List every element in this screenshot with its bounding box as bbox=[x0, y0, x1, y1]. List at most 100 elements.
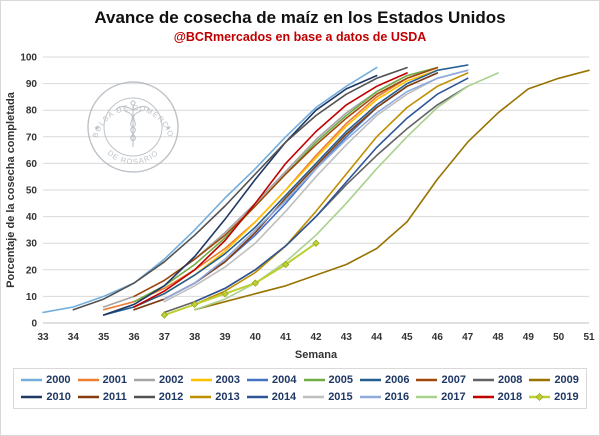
x-tick-label: 49 bbox=[523, 332, 535, 343]
x-axis-label: Semana bbox=[295, 349, 338, 361]
x-tick-label: 39 bbox=[219, 332, 231, 343]
legend-label-2002: 2002 bbox=[159, 374, 184, 386]
legend-label-2006: 2006 bbox=[384, 374, 410, 386]
legend-label-2019: 2019 bbox=[554, 391, 579, 403]
x-tick-label: 34 bbox=[68, 332, 80, 343]
legend-label-2009: 2009 bbox=[554, 374, 579, 386]
legend-swatch-2006 bbox=[359, 378, 381, 382]
legend-swatch-2004 bbox=[247, 378, 269, 382]
y-tick-label: 100 bbox=[20, 53, 37, 64]
legend-item-2009: 2009 bbox=[529, 373, 579, 387]
legend-swatch-2010 bbox=[21, 395, 43, 399]
grid-layer: 0 10 20 30 40 50 60 70 80 90 100 33 34 35 36 37 38 39 40 41… bbox=[20, 53, 595, 344]
legend-item-2006: 2006 bbox=[359, 373, 410, 387]
x-tick-label: 47 bbox=[462, 332, 474, 343]
legend-item-2004: 2004 bbox=[247, 373, 297, 387]
x-tick-label: 36 bbox=[128, 332, 140, 343]
y-tick-label: 20 bbox=[26, 265, 38, 276]
series-line-2014 bbox=[193, 77, 469, 303]
legend-item-2008: 2008 bbox=[472, 373, 523, 387]
legend-item-2017: 2017 bbox=[416, 390, 466, 404]
legend-swatch-2000 bbox=[21, 378, 43, 382]
series-line-2019 bbox=[163, 242, 317, 316]
y-tick-label: 80 bbox=[26, 106, 38, 117]
legend-label-2013: 2013 bbox=[215, 391, 240, 403]
legend-item-2003: 2003 bbox=[190, 373, 241, 387]
legend-marker-2019 bbox=[535, 393, 544, 401]
x-tick-label: 40 bbox=[250, 332, 262, 343]
legend-item-2019: 2019 bbox=[529, 390, 579, 404]
watermark-stamp: BOLSA DE COMERCIO DE ROSARIO ★ ★ bbox=[87, 81, 179, 173]
legend-swatch-2017 bbox=[416, 395, 438, 399]
x-tick-label: 46 bbox=[432, 332, 444, 343]
x-tick-label: 37 bbox=[159, 332, 171, 343]
plot-container: Porcentaje de la cosecha completada 0 10 2… bbox=[1, 47, 599, 363]
series-marker-2019 bbox=[282, 260, 290, 269]
series-marker-2019 bbox=[191, 300, 199, 309]
legend-swatch-2016 bbox=[359, 395, 381, 399]
legend-label-2012: 2012 bbox=[158, 391, 184, 403]
y-axis-label: Porcentaje de la cosecha completada bbox=[5, 92, 17, 288]
x-tick-label: 33 bbox=[37, 332, 49, 343]
legend-label-2015: 2015 bbox=[328, 391, 353, 403]
x-tick-label: 50 bbox=[553, 332, 565, 343]
legend-swatch-2013 bbox=[190, 395, 212, 399]
legend-item-2014: 2014 bbox=[246, 390, 297, 404]
legend-label-2008: 2008 bbox=[497, 374, 523, 386]
legend-swatch-2015 bbox=[303, 395, 325, 399]
legend-swatch-2003 bbox=[190, 378, 212, 382]
y-tick-label: 10 bbox=[26, 292, 38, 303]
series-line-2017 bbox=[193, 72, 499, 311]
legend-item-2001: 2001 bbox=[77, 373, 127, 387]
legend-label-2011: 2011 bbox=[102, 391, 127, 403]
watermark-outer-ring bbox=[87, 81, 179, 173]
legend-label-2003: 2003 bbox=[215, 374, 241, 386]
legend-swatch-2019 bbox=[529, 393, 551, 401]
series-marker-2019 bbox=[251, 279, 259, 287]
legend-label-2000: 2000 bbox=[46, 374, 71, 386]
legend-swatch-2007 bbox=[416, 378, 438, 382]
series-marker-2019 bbox=[160, 311, 168, 319]
legend-label-2010: 2010 bbox=[46, 391, 71, 403]
series-line-2002 bbox=[102, 66, 439, 308]
chart-title: Avance de cosecha de maíz en los Estados… bbox=[94, 8, 506, 27]
series-layer bbox=[42, 64, 590, 319]
legend-item-2000: 2000 bbox=[21, 373, 71, 387]
series-line-2006 bbox=[102, 64, 469, 316]
y-tick-label: 50 bbox=[26, 186, 38, 197]
series-line-2018 bbox=[133, 72, 408, 308]
legend-swatch-2018 bbox=[472, 395, 494, 399]
caduceus-icon bbox=[115, 100, 151, 147]
series-marker-2019 bbox=[312, 239, 320, 247]
y-tick-label: 60 bbox=[26, 159, 38, 170]
x-tick-label: 38 bbox=[189, 332, 201, 343]
y-tick-label: 40 bbox=[26, 212, 38, 223]
legend-label-2007: 2007 bbox=[441, 374, 466, 386]
legend-label-2004: 2004 bbox=[272, 374, 297, 386]
x-tick-label: 48 bbox=[492, 332, 504, 343]
watermark-inner-ring bbox=[103, 97, 163, 157]
legend-swatch-2009 bbox=[529, 378, 551, 382]
series-line-2015 bbox=[163, 69, 469, 303]
series-line-2010 bbox=[102, 74, 378, 316]
legend-swatch-2001 bbox=[77, 378, 99, 382]
y-tick-label: 30 bbox=[26, 239, 38, 250]
legend-label-2018: 2018 bbox=[497, 391, 523, 403]
x-tick-label: 51 bbox=[583, 332, 595, 343]
chart-subtitle: @BCRmercados en base a datos de USDA bbox=[173, 30, 427, 44]
legend-swatch-2002 bbox=[134, 378, 156, 382]
legend-swatch-2005 bbox=[303, 378, 325, 382]
y-tick-label: 70 bbox=[26, 132, 38, 143]
x-tick-label: 43 bbox=[341, 332, 353, 343]
legend-item-2005: 2005 bbox=[303, 373, 353, 387]
series-line-2016 bbox=[163, 69, 469, 300]
legend-item-2011: 2011 bbox=[77, 390, 127, 404]
legend-item-2015: 2015 bbox=[303, 390, 353, 404]
y-tick-label: 0 bbox=[31, 319, 37, 330]
line-chart: 0 10 20 30 40 50 60 70 80 90 100 33 34 35 36 37 38 39 40 41… bbox=[20, 53, 595, 362]
legend-label-2014: 2014 bbox=[271, 391, 297, 403]
series-line-2013 bbox=[193, 72, 469, 306]
legend-item-2012: 2012 bbox=[133, 390, 184, 404]
legend-item-2010: 2010 bbox=[21, 390, 71, 404]
x-tick-label: 35 bbox=[98, 332, 110, 343]
